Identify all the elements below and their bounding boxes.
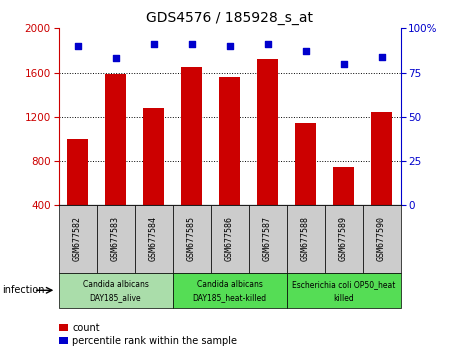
Text: GSM677586: GSM677586 bbox=[225, 216, 234, 262]
Text: GSM677582: GSM677582 bbox=[73, 216, 82, 262]
Point bbox=[378, 54, 385, 59]
Bar bbox=[172, 205, 211, 273]
Bar bbox=[287, 205, 324, 273]
Bar bbox=[135, 205, 172, 273]
Text: DAY185_heat-killed: DAY185_heat-killed bbox=[193, 293, 266, 303]
Text: Escherichia coli OP50_heat: Escherichia coli OP50_heat bbox=[292, 280, 395, 290]
Bar bbox=[143, 108, 164, 250]
Point bbox=[112, 56, 119, 61]
Bar bbox=[248, 205, 287, 273]
Text: GSM677584: GSM677584 bbox=[149, 216, 158, 262]
Bar bbox=[295, 124, 316, 250]
Bar bbox=[105, 74, 126, 250]
Text: infection: infection bbox=[2, 285, 45, 295]
Bar bbox=[219, 77, 240, 250]
Bar bbox=[363, 205, 400, 273]
Text: Candida albicans: Candida albicans bbox=[197, 280, 262, 290]
Text: GSM677590: GSM677590 bbox=[377, 216, 386, 262]
Text: GSM677587: GSM677587 bbox=[263, 216, 272, 262]
Text: GSM677589: GSM677589 bbox=[339, 216, 348, 262]
Bar bbox=[172, 273, 287, 308]
Text: DAY185_alive: DAY185_alive bbox=[90, 293, 141, 303]
Bar bbox=[67, 139, 88, 250]
Point bbox=[150, 41, 157, 47]
Bar bbox=[287, 273, 400, 308]
Bar bbox=[58, 205, 96, 273]
Bar bbox=[96, 205, 135, 273]
Text: GSM677585: GSM677585 bbox=[187, 216, 196, 262]
Title: GDS4576 / 185928_s_at: GDS4576 / 185928_s_at bbox=[146, 11, 313, 24]
Bar bbox=[181, 67, 202, 250]
Point bbox=[226, 43, 233, 49]
Point bbox=[74, 43, 81, 49]
Point bbox=[340, 61, 347, 67]
Point bbox=[264, 41, 271, 47]
Text: Candida albicans: Candida albicans bbox=[82, 280, 148, 290]
Text: killed: killed bbox=[333, 293, 354, 303]
Text: GSM677583: GSM677583 bbox=[111, 216, 120, 262]
Point bbox=[188, 41, 195, 47]
Bar bbox=[58, 273, 172, 308]
Bar bbox=[211, 205, 248, 273]
Bar bbox=[257, 59, 278, 250]
Bar bbox=[371, 113, 392, 250]
Bar bbox=[324, 205, 363, 273]
Legend: count, percentile rank within the sample: count, percentile rank within the sample bbox=[59, 323, 238, 346]
Text: GSM677588: GSM677588 bbox=[301, 216, 310, 262]
Bar bbox=[333, 167, 354, 250]
Point bbox=[302, 48, 309, 54]
